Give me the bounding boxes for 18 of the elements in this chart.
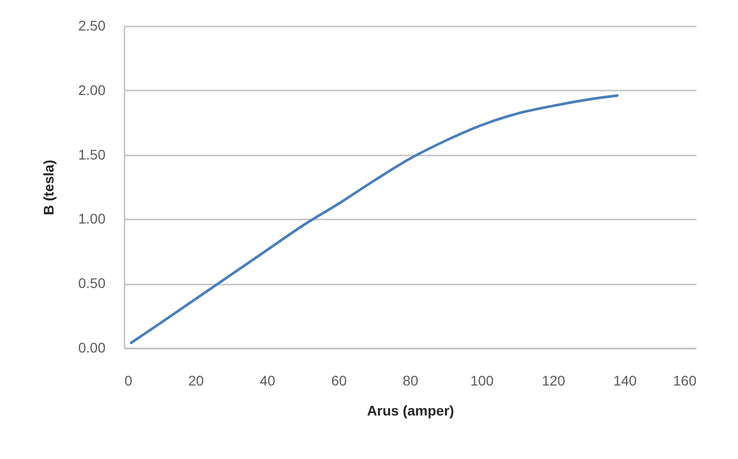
y-tick-label: 0.50 bbox=[78, 275, 106, 292]
x-axis-title: Arus (amper) bbox=[366, 402, 454, 418]
x-tick-label: 20 bbox=[188, 372, 204, 388]
x-tick-label: 160 bbox=[673, 372, 697, 388]
x-tick-label: 60 bbox=[331, 372, 347, 388]
x-tick-label: 140 bbox=[613, 372, 637, 388]
y-tick-label: 2.50 bbox=[78, 18, 106, 34]
y-tick-label: 1.00 bbox=[78, 210, 106, 227]
y-tick-label: 2.00 bbox=[78, 82, 106, 98]
x-tick-label: 0 bbox=[124, 372, 132, 388]
y-axis-title: B (tesla) bbox=[40, 160, 56, 216]
x-tick-label: 80 bbox=[402, 372, 418, 388]
y-tick-label: 1.50 bbox=[78, 146, 106, 162]
x-tick-label: 100 bbox=[470, 372, 494, 388]
x-tick-label: 120 bbox=[542, 372, 566, 388]
y-tick-label: 0.00 bbox=[78, 340, 106, 356]
x-tick-label: 40 bbox=[260, 372, 276, 388]
line-series bbox=[130, 94, 619, 344]
